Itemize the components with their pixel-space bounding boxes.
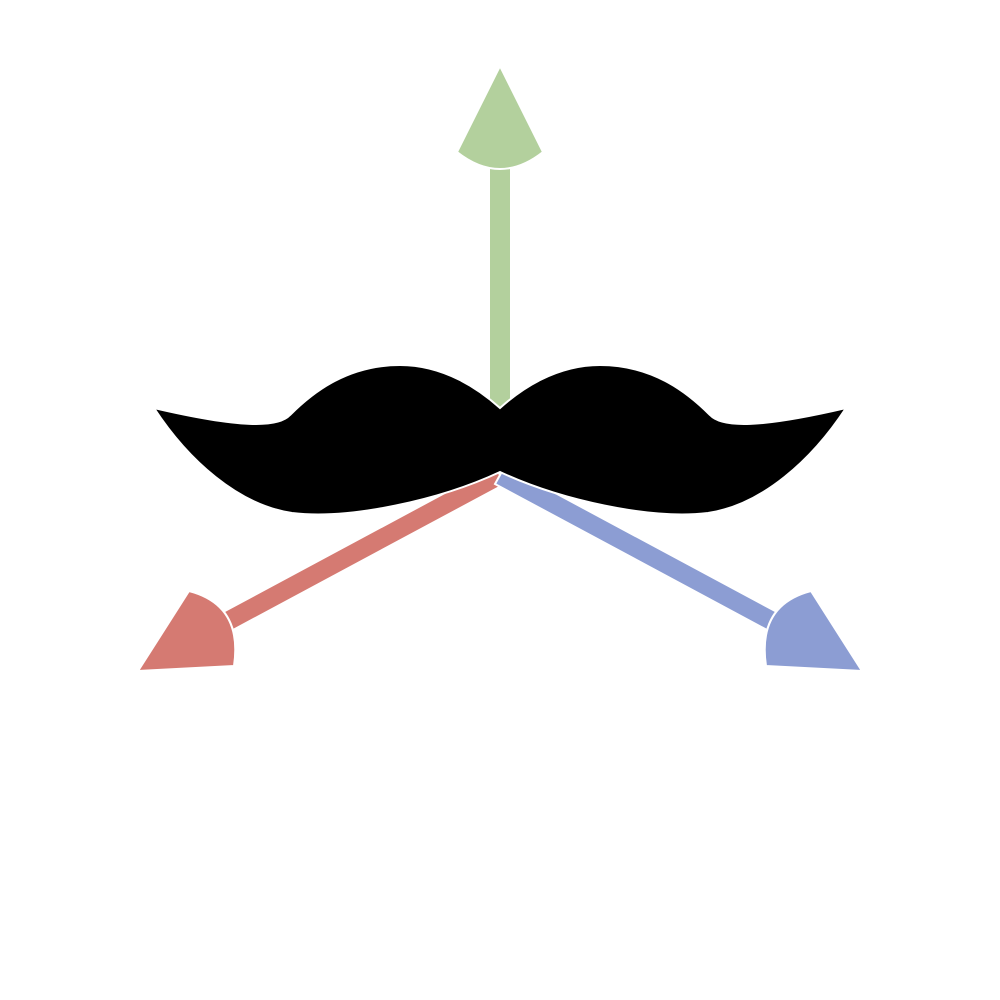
axis-right-head [763,589,864,673]
axis-left-head [136,589,237,673]
axis-arrow-up [455,63,545,419]
axis-up-shaft [488,167,512,419]
mustache [151,363,849,516]
axis-arrow-right [493,464,864,673]
axis-up-head [455,63,545,170]
